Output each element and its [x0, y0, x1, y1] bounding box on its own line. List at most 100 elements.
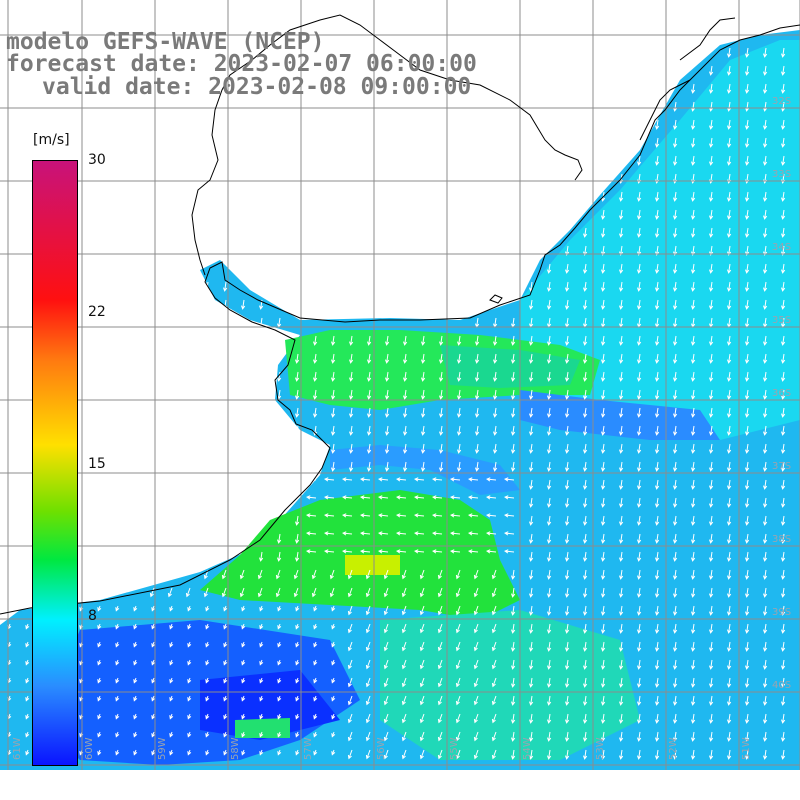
wind-arrow	[360, 477, 371, 482]
wind-arrow	[564, 281, 570, 292]
coastline-south	[0, 24, 800, 615]
wind-arrow	[383, 569, 389, 580]
wind-arrow	[149, 587, 155, 598]
wind-arrow	[762, 695, 768, 706]
wind-arrow	[744, 641, 750, 652]
wind-arrow	[419, 587, 425, 598]
wind-arrow	[546, 659, 552, 670]
wind-arrow	[546, 731, 552, 742]
wind-arrow	[708, 731, 714, 742]
wind-arrow	[330, 443, 336, 454]
wind-arrow	[618, 281, 624, 292]
wind-arrow	[277, 695, 282, 702]
wind-arrow	[708, 677, 714, 688]
longitude-label: 58W	[230, 737, 241, 760]
wind-arrow	[726, 299, 732, 310]
wind-arrow	[654, 731, 660, 742]
wind-arrow	[468, 549, 479, 554]
wind-arrow	[401, 695, 407, 706]
wind-arrow	[654, 623, 660, 634]
wind-arrow	[672, 101, 678, 112]
wind-arrow	[455, 695, 461, 706]
wind-arrow	[313, 659, 318, 666]
wind-arrow	[295, 623, 300, 630]
wind-arrow	[654, 479, 660, 490]
wind-arrow	[726, 65, 732, 76]
wind-arrow	[438, 371, 444, 382]
wind-arrow	[780, 407, 786, 418]
wind-arrow	[401, 587, 407, 598]
wind-arrow	[726, 101, 732, 112]
wind-arrow	[726, 353, 732, 364]
wind-arrow	[762, 749, 768, 760]
latitude-label: 35S	[772, 315, 791, 326]
wind-arrow	[420, 461, 426, 472]
wind-arrow	[708, 191, 714, 202]
wind-arrow	[690, 119, 696, 130]
wind-arrow	[726, 569, 732, 580]
wind-arrow	[762, 335, 768, 346]
wind-arrow	[365, 641, 371, 652]
colorbar-tick-15: 15	[88, 456, 106, 472]
wind-arrow	[474, 353, 480, 364]
wind-arrow	[618, 587, 624, 598]
wind-arrow	[690, 515, 696, 526]
wind-arrow	[582, 245, 588, 256]
wind-arrow	[564, 461, 570, 472]
wind-arrow	[347, 677, 353, 688]
wind-arrow	[564, 335, 570, 346]
wind-arrow	[414, 495, 425, 500]
wind-arrow	[600, 425, 606, 436]
wind-arrow	[438, 353, 444, 364]
wind-arrow	[383, 677, 389, 688]
wind-arrow	[762, 659, 768, 670]
wind-arrow	[528, 425, 534, 436]
wind-arrow	[600, 353, 606, 364]
wind-arrow	[491, 677, 497, 688]
wind-arrow	[780, 299, 786, 310]
wind-arrow	[510, 695, 516, 706]
wind-arrow	[744, 335, 750, 346]
wind-arrow	[259, 659, 264, 666]
wind-arrow	[564, 425, 570, 436]
longitude-label: 60W	[84, 737, 95, 760]
wind-arrow	[708, 551, 714, 562]
wind-arrow	[491, 641, 497, 652]
wind-arrow	[708, 65, 714, 76]
wind-arrow	[473, 677, 479, 688]
wind-arrow	[115, 641, 120, 648]
wind-arrow	[347, 605, 353, 616]
wind-arrow	[276, 551, 282, 562]
wind-arrow	[636, 569, 642, 580]
wind-arrow	[780, 137, 786, 148]
wind-arrow	[762, 353, 768, 364]
wind-arrow	[600, 659, 606, 670]
wind-arrow	[241, 749, 246, 756]
wind-arrow	[780, 335, 786, 346]
wind-arrow	[744, 461, 750, 472]
wind-arrow	[726, 119, 732, 130]
wind-arrow	[564, 245, 570, 256]
wind-arrow	[600, 227, 606, 238]
wind-arrow	[654, 335, 660, 346]
wind-arrow	[450, 513, 461, 518]
longitude-label: 51W	[741, 737, 752, 760]
wind-arrow	[780, 731, 786, 742]
wind-arrow	[672, 209, 678, 220]
wind-arrow	[618, 353, 624, 364]
wind-arrow	[473, 605, 479, 616]
wind-arrow	[169, 623, 174, 630]
wind-arrow	[432, 531, 443, 536]
wind-arrow	[582, 443, 588, 454]
wind-arrow	[654, 677, 660, 688]
wind-arrow	[618, 245, 624, 256]
wind-arrows	[7, 47, 786, 760]
wind-arrow	[97, 641, 102, 648]
wind-arrow	[690, 479, 696, 490]
wind-arrow	[330, 461, 336, 472]
wind-arrow	[420, 353, 426, 364]
wind-arrow	[133, 605, 138, 612]
wind-arrow	[564, 659, 570, 670]
wind-arrow	[365, 713, 371, 724]
wind-arrow	[133, 731, 138, 738]
